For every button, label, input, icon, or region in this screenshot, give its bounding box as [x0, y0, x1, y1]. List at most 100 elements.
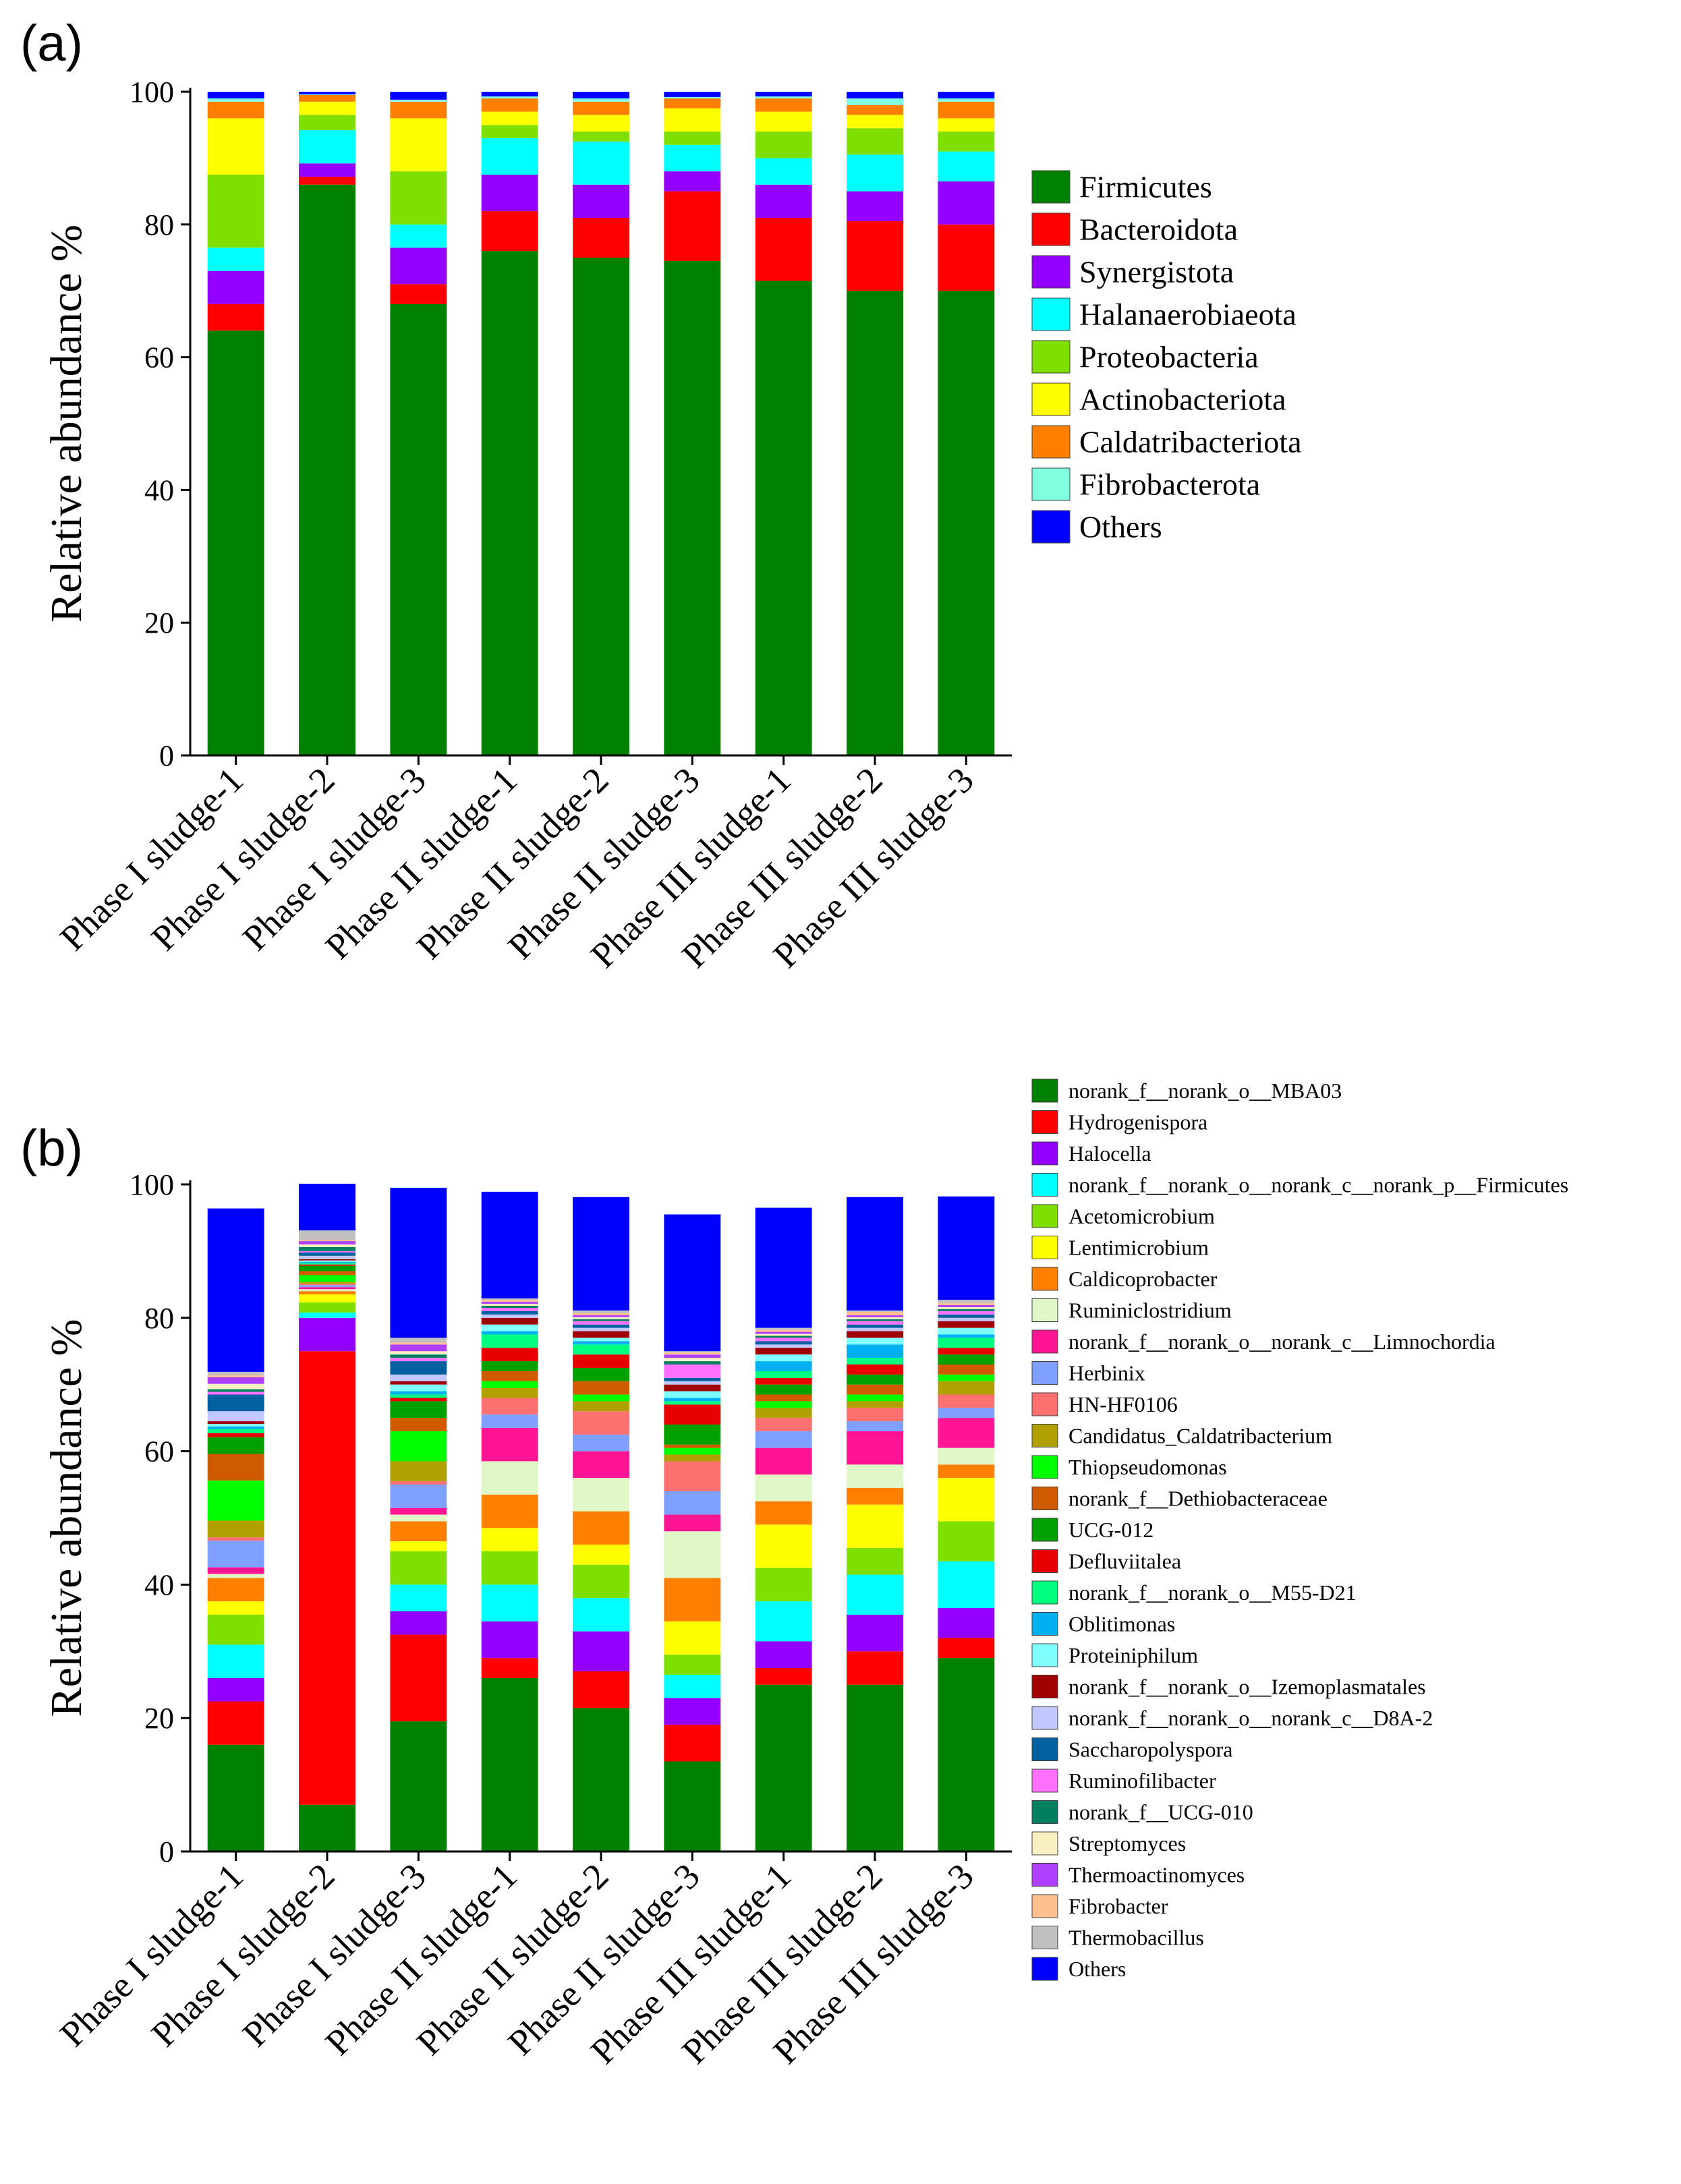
- bar-segment: [938, 1314, 995, 1318]
- legend-swatch: [1031, 1141, 1058, 1166]
- bar-segment: [390, 1351, 447, 1355]
- legend-label: Halanaerobiaeota: [1079, 297, 1297, 331]
- bar-segment: [390, 284, 447, 304]
- legend-label: Thermobacillus: [1069, 1925, 1204, 1949]
- legend-label: Actinobacteriota: [1079, 382, 1286, 416]
- legend-swatch: [1031, 1612, 1058, 1636]
- legend-swatch: [1031, 1894, 1058, 1918]
- bar-segment: [664, 191, 721, 261]
- bar-segment: [207, 1208, 264, 1372]
- legend-swatch: [1031, 1392, 1058, 1416]
- bar-segment: [938, 1418, 995, 1448]
- bar-segment: [390, 1398, 447, 1402]
- bar-segment: [573, 1197, 629, 1311]
- bar-segment: [299, 130, 355, 164]
- bar-segment: [481, 1324, 538, 1331]
- bar-segment: [847, 1421, 903, 1431]
- bar-segment: [299, 94, 355, 95]
- bar-segment: [390, 304, 447, 755]
- bar-segment: [573, 1631, 629, 1671]
- bar-segment: [573, 1338, 629, 1342]
- bar-segment: [573, 1317, 629, 1319]
- bar-segment: [207, 1391, 264, 1395]
- bar-segment: [207, 1537, 264, 1541]
- bar-segment: [207, 270, 264, 304]
- legend-swatch: [1031, 382, 1071, 416]
- bar-segment: [390, 1358, 447, 1362]
- bar-segment: [299, 101, 355, 115]
- bar-segment: [481, 1551, 538, 1585]
- bar-segment: [755, 1207, 812, 1328]
- bar-segment: [847, 1331, 903, 1338]
- bar-segment: [207, 1541, 264, 1568]
- bar-segment: [299, 1312, 355, 1318]
- bar-segment: [299, 1252, 355, 1256]
- bar-segment: [664, 1354, 721, 1358]
- bar-segment: [390, 1187, 447, 1338]
- bar-segment: [847, 1344, 903, 1358]
- bar-segment: [299, 1230, 355, 1240]
- bar-segment: [573, 1564, 629, 1599]
- bar-segment: [207, 1614, 264, 1645]
- legend-label: Synergistota: [1079, 254, 1234, 289]
- bar-segment: [573, 1545, 629, 1565]
- bar-segment: [573, 1344, 629, 1355]
- bar-segment: [755, 1401, 812, 1408]
- bar-segment: [390, 1361, 447, 1375]
- bar-segment: [847, 1408, 903, 1422]
- bar-segment: [847, 1327, 903, 1331]
- bar-segment: [847, 291, 903, 755]
- bar-segment: [664, 108, 721, 132]
- bar-segment: [390, 1384, 447, 1391]
- legend-label: Caldatribacteriota: [1079, 424, 1302, 459]
- bar-segment: [481, 1494, 538, 1528]
- bar-segment: [664, 1398, 721, 1402]
- bar-segment: [847, 92, 903, 98]
- bar-segment: [390, 1401, 447, 1418]
- bar-segment: [390, 1514, 447, 1522]
- bar-segment: [755, 1474, 812, 1501]
- bar-segment: [847, 1504, 903, 1549]
- bar-segment: [938, 1561, 995, 1609]
- bar-segment: [299, 1291, 355, 1295]
- bar-segment: [207, 1744, 264, 1851]
- bar-segment: [938, 1334, 995, 1338]
- bar-segment: [664, 92, 721, 97]
- bar-segment: [390, 1381, 447, 1385]
- legend-swatch: [1031, 425, 1071, 459]
- bar-segment: [299, 1251, 355, 1253]
- legend-swatch: [1031, 1643, 1058, 1667]
- bar-segment: [664, 1381, 721, 1385]
- bar-segment: [847, 1319, 903, 1321]
- bar-segment: [664, 1401, 721, 1405]
- bar-segment: [299, 1317, 355, 1352]
- legend-swatch: [1031, 1329, 1058, 1354]
- bar-segment: [390, 171, 447, 225]
- bar-segment: [755, 1394, 812, 1402]
- bar-segment: [390, 1344, 447, 1352]
- legend-label: Ruminofilibacter: [1069, 1769, 1216, 1793]
- bar-segment: [755, 1341, 812, 1345]
- bar-segment: [207, 1427, 264, 1429]
- bar-segment: [481, 211, 538, 252]
- bar-segment: [207, 304, 264, 331]
- bar-segment: [481, 96, 538, 98]
- y-tick-label: 40: [144, 473, 174, 507]
- bar-segment: [664, 1352, 721, 1355]
- bar-segment: [573, 1511, 629, 1545]
- bar-segment: [755, 1333, 812, 1336]
- bar-segment: [573, 101, 629, 115]
- bar-segment: [847, 98, 903, 105]
- bar-segment: [664, 132, 721, 145]
- bar-segment: [755, 111, 812, 132]
- bar-segment: [207, 1421, 264, 1425]
- legend-label: Herbinix: [1069, 1360, 1145, 1385]
- bar-segment: [755, 1601, 812, 1642]
- bar-segment: [847, 191, 903, 221]
- bar-segment: [664, 96, 721, 98]
- bar-segment: [481, 1427, 538, 1462]
- bar-segment: [207, 98, 264, 102]
- legend-swatch: [1031, 1267, 1058, 1291]
- legend-swatch: [1031, 1769, 1058, 1793]
- bar-segment: [299, 1255, 355, 1259]
